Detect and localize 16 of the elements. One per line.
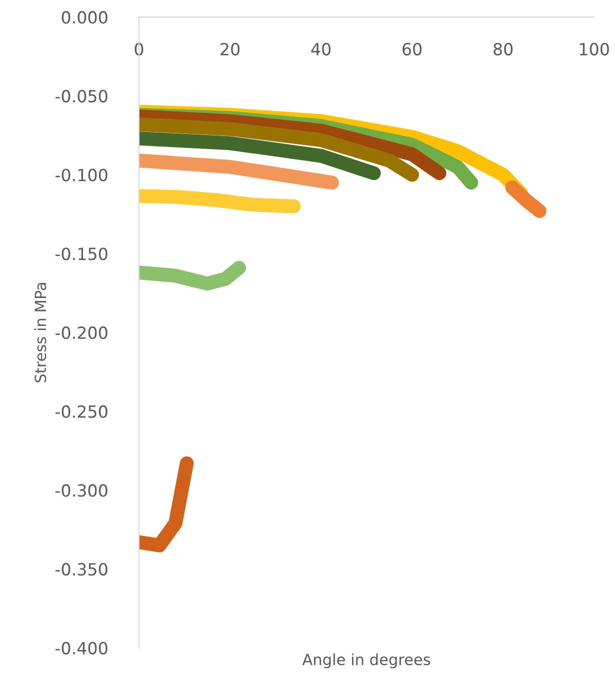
x-tick-label: 60 bbox=[402, 42, 422, 56]
y-tick-label: -0.300 bbox=[56, 484, 108, 497]
x-tick-label: 40 bbox=[311, 42, 331, 56]
y-tick-label: -0.100 bbox=[56, 168, 108, 182]
x-tick-label: 100 bbox=[580, 42, 609, 56]
x-axis-title: Angle in degrees bbox=[302, 653, 430, 668]
y-tick-label: -0.400 bbox=[56, 642, 108, 654]
y-tick-label: -0.050 bbox=[56, 90, 108, 102]
y-tick-label: -0.350 bbox=[56, 563, 108, 576]
x-tick-label: 80 bbox=[494, 42, 513, 56]
y-tick-label: -0.150 bbox=[56, 248, 108, 260]
y-tick-label: 0.000 bbox=[62, 11, 108, 24]
y-tick-label: -0.250 bbox=[56, 405, 108, 418]
y-axis-title: Stress in MPa bbox=[34, 283, 46, 382]
y-tick-label: -0.200 bbox=[56, 326, 108, 340]
x-tick-label: 20 bbox=[220, 42, 240, 56]
